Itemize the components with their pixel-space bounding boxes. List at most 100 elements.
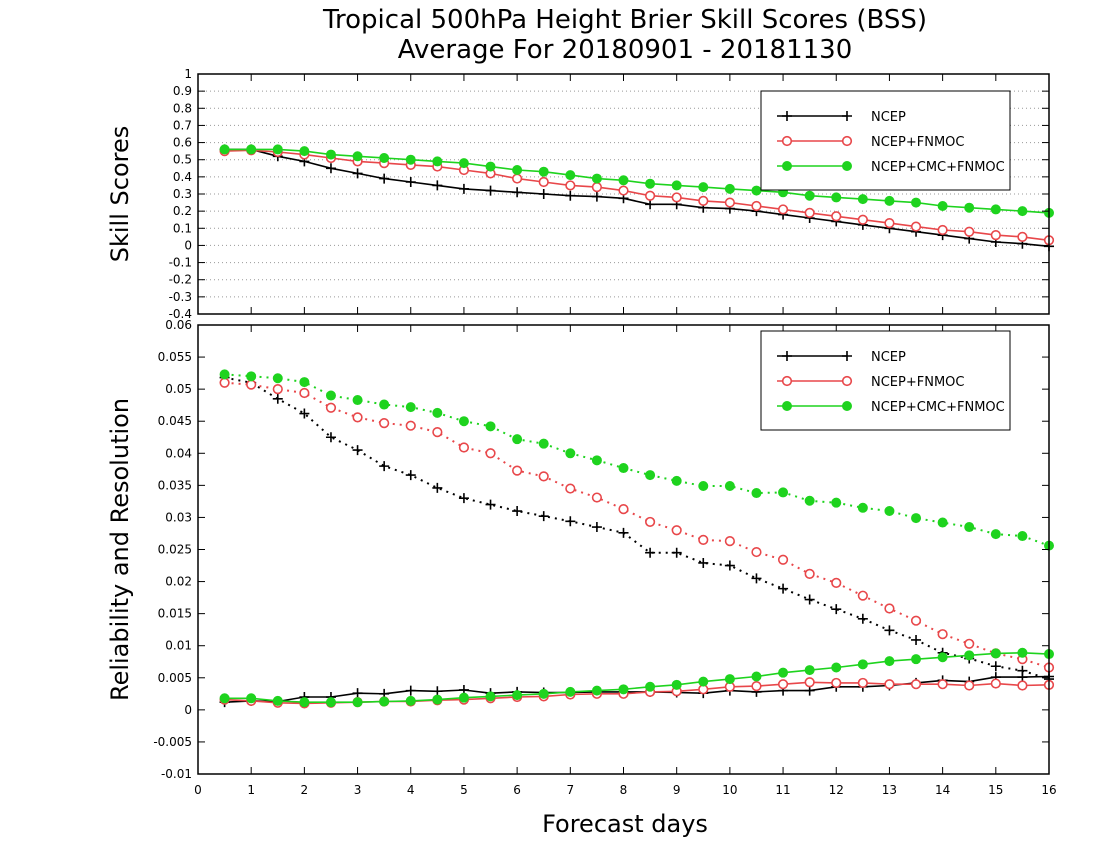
- ncep-fnmoc-point: [884, 218, 895, 229]
- ncep-fnmoc-point: [618, 503, 629, 515]
- skill-score-legend: NCEP NCEP+FNMOC NCEP+CMC+FNMOC: [760, 90, 1011, 191]
- ncep-cmc-fnmoc-point: [857, 502, 868, 513]
- ncep-fnmoc-point: [698, 534, 709, 545]
- ncep-point: [485, 499, 496, 510]
- series-point: [964, 680, 975, 691]
- ncep-cmc-fnmoc-point: [272, 373, 283, 384]
- ncep-cmc-fnmoc-point: [937, 517, 948, 528]
- ncep-cmc-fnmoc-point: [458, 416, 469, 427]
- ncep-fnmoc-point: [698, 195, 709, 206]
- ncep-point: [432, 180, 443, 191]
- x-tick-label: 14: [935, 783, 950, 797]
- ncep-point: [645, 547, 656, 558]
- ncep-point: [512, 506, 523, 517]
- ncep-point: [645, 199, 656, 210]
- series-point: [432, 694, 443, 705]
- ncep-point: [379, 173, 390, 184]
- series-point: [352, 688, 363, 699]
- y-tick-label: 0.045: [158, 414, 192, 428]
- series-point: [671, 679, 682, 690]
- ncep-point: [458, 183, 469, 194]
- y-tick-label: -0.2: [169, 273, 192, 287]
- series-point: [990, 648, 1001, 659]
- series-point: [937, 679, 948, 690]
- ncep-fnmoc-point: [379, 418, 390, 429]
- ncep-fnmoc-point: [857, 590, 868, 601]
- ncep-point: [857, 613, 868, 624]
- ncep-cmc-fnmoc-point: [405, 154, 416, 165]
- ncep-point: [299, 408, 310, 419]
- ncep-point: [405, 470, 416, 481]
- y-tick-label: 0.3: [173, 187, 192, 201]
- x-tick-label: 2: [301, 783, 309, 797]
- ncep-fnmoc-point: [910, 615, 922, 626]
- ncep-point: [911, 634, 922, 645]
- ncep-cmc-fnmoc-point: [538, 438, 549, 449]
- ncep-cmc-fnmoc-point: [937, 201, 948, 211]
- legend-swatch-marker: [782, 161, 792, 171]
- x-tick-label: 6: [513, 783, 521, 797]
- x-tick-label: 12: [829, 783, 844, 797]
- ncep-fnmoc-point: [804, 207, 815, 218]
- ncep-fnmoc-point: [671, 192, 682, 203]
- series-point: [1017, 647, 1028, 658]
- ncep-fnmoc-point: [538, 176, 549, 188]
- series-point: [857, 659, 868, 670]
- series-point: [485, 691, 496, 702]
- ncep-cmc-fnmoc-point: [432, 407, 443, 418]
- y-tick-label: 0: [184, 238, 192, 252]
- ncep-cmc-fnmoc-point: [565, 170, 576, 181]
- ncep-fnmoc-point: [1017, 231, 1028, 242]
- ncep-cmc-fnmoc-point: [246, 144, 257, 155]
- ncep-cmc-fnmoc-point: [804, 190, 815, 201]
- ncep-cmc-fnmoc-point: [1017, 206, 1028, 217]
- ncep-point: [325, 432, 336, 443]
- series-line: [224, 681, 1050, 705]
- ncep-cmc-fnmoc-point: [964, 522, 975, 533]
- ncep-cmc-fnmoc-point: [591, 455, 602, 466]
- series-point: [804, 677, 815, 688]
- ncep-fnmoc-point: [458, 442, 470, 453]
- ncep-fnmoc-point: [618, 185, 629, 196]
- y-tick-label: 0.02: [165, 575, 192, 589]
- ncep-cmc-fnmoc-point: [831, 497, 842, 508]
- y-tick-label: 0.8: [173, 101, 192, 115]
- ncep-point: [778, 583, 789, 594]
- series-point: [405, 685, 416, 696]
- x-tick-label: 3: [354, 783, 362, 797]
- ncep-cmc-fnmoc-point: [990, 529, 1001, 540]
- ncep-point: [698, 557, 709, 568]
- ncep-cmc-fnmoc-point: [352, 395, 363, 406]
- skill-score-series: [219, 144, 1055, 252]
- series-point: [299, 697, 310, 708]
- legend-swatch-marker: [782, 351, 792, 361]
- series-point: [591, 685, 602, 696]
- y-tick-label: 0.03: [165, 510, 192, 524]
- y-tick-label: -0.1: [169, 256, 192, 270]
- x-tick-label: 7: [566, 783, 574, 797]
- ncep-cmc-fnmoc-point: [405, 402, 416, 413]
- ncep-cmc-fnmoc-point: [751, 185, 762, 196]
- series-point: [751, 671, 762, 682]
- ncep-point: [352, 445, 363, 456]
- y-tick-label: 0.01: [165, 639, 192, 653]
- legend-swatch-marker: [842, 111, 852, 121]
- legend-swatch-marker: [842, 401, 852, 411]
- y-tick-label: 0.06: [165, 318, 192, 332]
- ncep-fnmoc-point: [644, 516, 656, 528]
- ncep-point: [538, 511, 549, 522]
- ncep-cmc-fnmoc-point: [379, 153, 390, 163]
- series-point: [964, 650, 975, 661]
- series-point: [751, 681, 762, 692]
- ncep-cmc-fnmoc-point: [618, 463, 629, 474]
- series-point: [1017, 680, 1028, 691]
- ncep-point: [538, 189, 549, 199]
- reliability-resolution-y-ticks: -0.01 -0.005 0 0.005 0.01 0.015 0.02 0.025 0.03 0…: [153, 318, 1049, 781]
- ncep-cmc-fnmoc-point: [724, 480, 735, 491]
- ncep-fnmoc-point: [910, 221, 922, 232]
- ncep-fnmoc-point: [591, 182, 603, 193]
- series-point: [831, 677, 842, 689]
- x-tick-label: 11: [775, 783, 790, 797]
- x-tick-label: 1: [247, 783, 255, 797]
- ncep-cmc-fnmoc-point: [618, 175, 629, 186]
